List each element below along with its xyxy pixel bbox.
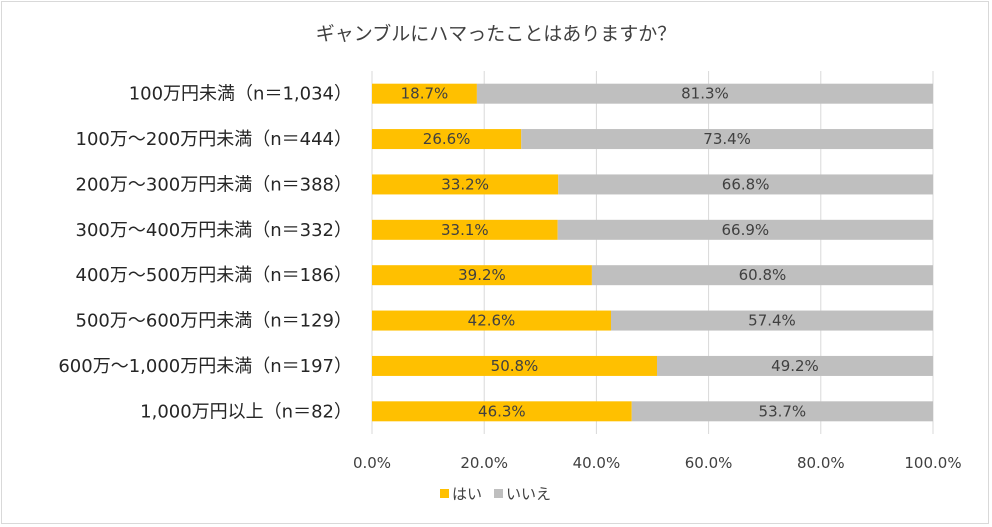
- data-label: 26.6%: [423, 130, 471, 148]
- data-label: 39.2%: [458, 266, 506, 284]
- data-label: 60.8%: [739, 266, 787, 284]
- data-label: 66.9%: [722, 221, 770, 239]
- x-tick-label: 80.0%: [797, 454, 845, 472]
- bars: 18.7% 81.3% 26.6% 73.4% 33.2% 66.8% 33.1% 66.9%…: [372, 83, 933, 422]
- chart-title: ギャンブルにハマったことはありますか？: [316, 22, 676, 45]
- data-label: 18.7%: [401, 85, 449, 103]
- x-tick-label: 40.0%: [573, 454, 621, 472]
- bar-segment: [372, 265, 592, 286]
- x-tick-label: 20.0%: [460, 454, 508, 472]
- category-label: 100万～200万円未満（n＝444）: [76, 129, 352, 150]
- bar-segment: [631, 401, 933, 422]
- data-label: 53.7%: [759, 402, 807, 420]
- legend-swatch: [440, 489, 449, 498]
- gridlines: [371, 71, 934, 434]
- x-tick-label: 0.0%: [353, 454, 391, 472]
- legend-label: はい: [452, 485, 482, 503]
- data-label: 42.6%: [468, 312, 516, 330]
- data-label: 46.3%: [478, 402, 526, 420]
- bar-segment: [557, 219, 933, 240]
- category-label: 1,000万円以上（n＝82）: [140, 401, 352, 422]
- category-labels: 100万円未満（n＝1,034） 100万～200万円未満（n＝444） 200万～…: [58, 84, 352, 423]
- bar-segment: [372, 401, 632, 422]
- bar-segment: [610, 310, 933, 331]
- bar-segment: [372, 174, 559, 195]
- bar-segment: [558, 174, 933, 195]
- bar-segment: [372, 129, 522, 150]
- data-label: 49.2%: [771, 357, 819, 375]
- x-axis-ticks: 0.0% 20.0% 40.0% 60.0% 80.0% 100.0%: [353, 454, 962, 472]
- category-label: 300万～400万円未満（n＝332）: [76, 220, 352, 241]
- bar-segment: [591, 265, 933, 286]
- bar-segment: [656, 355, 933, 376]
- bar-segment: [372, 219, 558, 240]
- bar-segment: [476, 83, 933, 104]
- data-label: 81.3%: [681, 85, 729, 103]
- bar-segment: [521, 129, 933, 150]
- x-tick-label: 60.0%: [685, 454, 733, 472]
- category-label: 500万～600万円未満（n＝129）: [76, 311, 352, 332]
- data-label: 50.8%: [491, 357, 539, 375]
- category-label: 200万～300万円未満（n＝388）: [76, 174, 352, 195]
- data-label: 33.1%: [441, 221, 489, 239]
- data-label: 73.4%: [703, 130, 751, 148]
- category-label: 100万円未満（n＝1,034）: [129, 84, 352, 105]
- legend-label: いいえ: [506, 485, 551, 503]
- category-label: 600万～1,000万円未満（n＝197）: [58, 356, 352, 377]
- bar-segment: [372, 83, 477, 104]
- bar-segment: [372, 310, 611, 331]
- data-label: 33.2%: [441, 175, 489, 193]
- bar-segment: [372, 355, 657, 376]
- data-label: 66.8%: [722, 175, 770, 193]
- x-tick-label: 100.0%: [904, 454, 961, 472]
- data-label: 57.4%: [748, 312, 796, 330]
- legend-swatch: [494, 489, 503, 498]
- category-label: 400万～500万円未満（n＝186）: [76, 265, 352, 286]
- legend: はい いいえ: [440, 485, 551, 503]
